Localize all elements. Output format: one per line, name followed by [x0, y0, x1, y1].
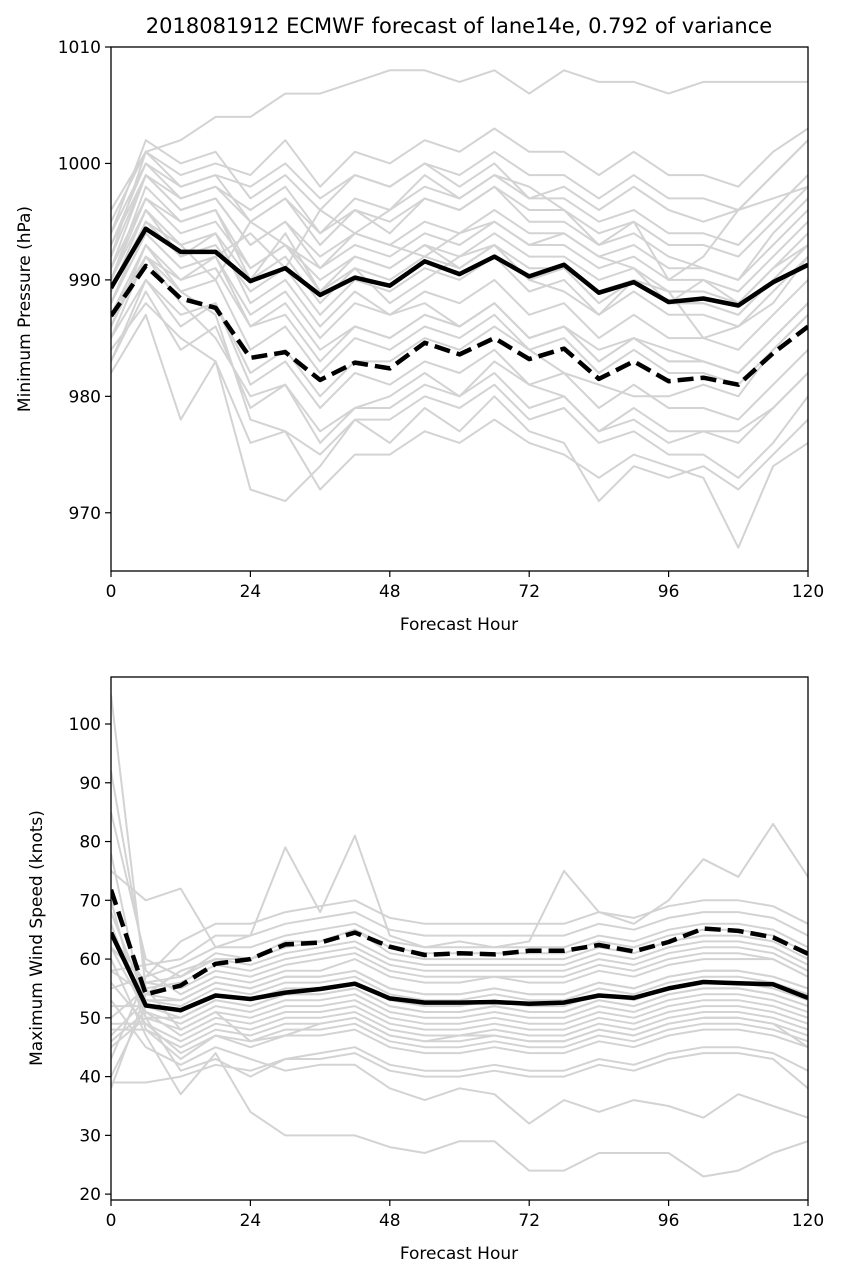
y-tick-label: 20 [79, 1185, 101, 1205]
x-axis-label: Forecast Hour [400, 1244, 518, 1264]
y-tick-label: 100 [69, 715, 101, 735]
member-line [111, 899, 808, 1060]
member-line [111, 244, 808, 374]
member-line [111, 811, 808, 978]
member-line [111, 922, 808, 990]
member-line [111, 255, 808, 386]
ensemble-members [111, 694, 808, 1178]
member-line [111, 946, 808, 1025]
y-tick-label: 90 [79, 774, 101, 794]
principal-dashed-line [111, 263, 808, 387]
x-tick-label: 24 [240, 1211, 262, 1231]
member-line [111, 197, 808, 305]
member-line [111, 822, 808, 949]
y-tick-label: 970 [69, 504, 101, 524]
member-line [111, 935, 808, 990]
member-line [111, 981, 808, 1043]
y-tick-label: 990 [69, 271, 101, 291]
mean-line [111, 226, 808, 308]
pressure-chart: 2018081912 ECMWF forecast of lane14e, 0.… [15, 14, 824, 635]
x-ticks: 0 24 48 72 96 120 [106, 1200, 824, 1231]
member-line [111, 1016, 808, 1049]
principal-dashed-line [111, 888, 808, 997]
member-line [111, 958, 808, 1178]
y-ticks: 20 30 40 50 60 70 80 90 100 [69, 715, 111, 1205]
member-line [111, 946, 808, 1019]
x-tick-label: 72 [518, 582, 540, 602]
mean-line [111, 931, 808, 1013]
x-tick-label: 24 [240, 582, 262, 602]
wind-chart: 0 24 48 72 96 120 20 30 40 50 60 70 80 90 100 Forecas… [27, 676, 824, 1264]
y-tick-label: 50 [79, 1009, 101, 1029]
plot-frame [110, 46, 809, 572]
ensemble-members [111, 69, 808, 549]
member-line [111, 139, 808, 234]
y-tick-label: 60 [79, 950, 101, 970]
y-axis-label: Minimum Pressure (hPa) [15, 206, 35, 412]
member-line [111, 911, 808, 1008]
highlight-series [111, 226, 808, 387]
member-line [111, 232, 808, 351]
member-line [111, 911, 808, 972]
y-tick-label: 70 [79, 891, 101, 911]
x-tick-label: 0 [106, 1211, 117, 1231]
member-line [111, 1052, 808, 1090]
member-line [111, 923, 808, 1078]
highlight-series [111, 888, 808, 1013]
member-line [111, 770, 808, 996]
member-line [111, 209, 808, 316]
x-tick-label: 96 [658, 1211, 680, 1231]
y-tick-label: 80 [79, 833, 101, 853]
x-tick-label: 0 [106, 582, 117, 602]
member-line [111, 1005, 808, 1043]
member-line [111, 900, 808, 1060]
x-tick-label: 120 [792, 582, 824, 602]
y-tick-label: 1000 [58, 154, 101, 174]
member-line [111, 69, 808, 211]
member-line [111, 290, 808, 444]
member-line [111, 162, 808, 246]
y-tick-label: 30 [79, 1126, 101, 1146]
plot-frame [110, 676, 809, 1201]
member-line [111, 987, 808, 1078]
member-line [111, 313, 808, 549]
member-line [111, 127, 808, 223]
y-tick-label: 980 [69, 387, 101, 407]
y-tick-label: 40 [79, 1068, 101, 1088]
member-line [111, 1022, 808, 1055]
x-tick-label: 48 [379, 1211, 401, 1231]
x-tick-label: 48 [379, 582, 401, 602]
x-axis-label: Forecast Hour [400, 615, 518, 635]
member-line [111, 174, 808, 258]
member-line [111, 969, 808, 1037]
member-line [111, 278, 808, 421]
member-line [111, 999, 808, 1125]
y-axis-label: Maximum Wind Speed (knots) [27, 810, 47, 1066]
y-tick-label: 1010 [58, 38, 101, 58]
x-tick-label: 72 [518, 1211, 540, 1231]
x-tick-label: 96 [658, 582, 680, 602]
y-ticks: 970 980 990 1000 1010 [58, 38, 111, 524]
chart-title: 2018081912 ECMWF forecast of lane14e, 0.… [146, 14, 772, 38]
member-line [111, 302, 808, 503]
x-tick-label: 120 [792, 1211, 824, 1231]
member-line [111, 999, 808, 1048]
member-line [111, 244, 808, 479]
x-ticks: 0 24 48 72 96 120 [106, 571, 824, 602]
member-line [111, 174, 808, 281]
